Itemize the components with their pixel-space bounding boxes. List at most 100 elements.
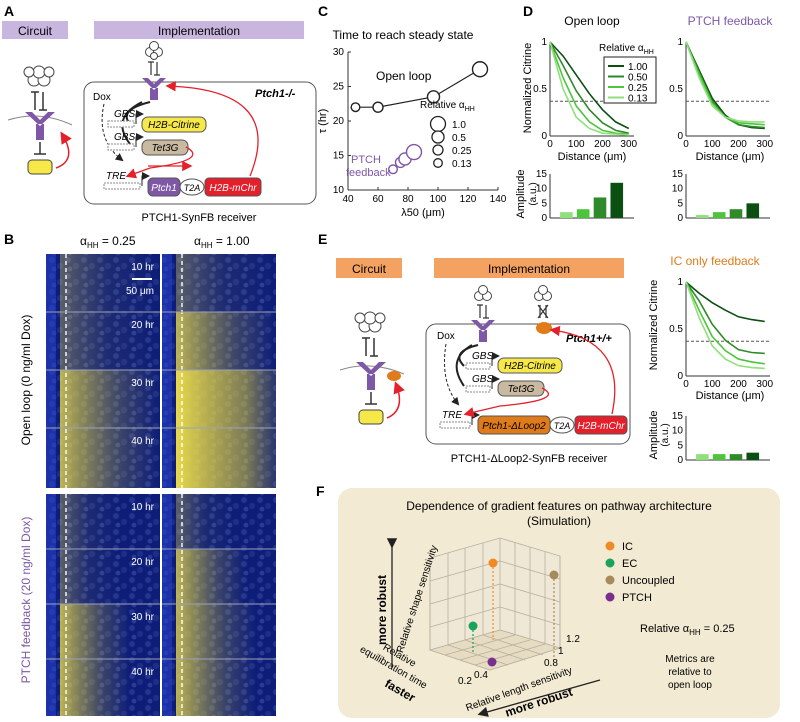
cube-points bbox=[468, 558, 559, 667]
x-axis-label: λ50 (μm) bbox=[401, 207, 445, 219]
col-header-2: αHH = 1.00 bbox=[194, 234, 250, 250]
label-ptch-c-2: feedback bbox=[346, 167, 391, 179]
tick-04: 0.4 bbox=[474, 670, 488, 681]
data-point bbox=[405, 143, 423, 161]
signal-open-100-10 bbox=[176, 254, 276, 312]
bar bbox=[729, 209, 743, 218]
data-point bbox=[426, 90, 441, 104]
scale-bar-label: 50 μm bbox=[126, 286, 154, 297]
ylabel-amp-d2: (a.u.) bbox=[528, 182, 539, 205]
ptch-receptor-icon-a bbox=[25, 112, 55, 140]
ptch-deltaloop-receptor-icon-e bbox=[536, 322, 552, 334]
y-tick-label: 15 bbox=[672, 169, 684, 180]
x-tick-label: 120 bbox=[460, 194, 477, 205]
series-line bbox=[355, 68, 481, 108]
legend-marker bbox=[432, 144, 444, 156]
h2b-mchr-label-e: H2B-mChr bbox=[577, 421, 625, 432]
gbs-label-e2: GBS bbox=[472, 374, 493, 385]
y-tick-label: 0 bbox=[677, 455, 683, 466]
x-tick-label: 140 bbox=[490, 194, 507, 205]
cube-3d bbox=[428, 537, 562, 671]
h2b-citrine-label-e: H2B-Citrine bbox=[504, 361, 556, 372]
x-tick-label: 300 bbox=[756, 139, 773, 150]
ptch-feedback-arrow-a bbox=[165, 81, 259, 177]
inhibition-mark-a3 bbox=[148, 61, 160, 76]
tet3g-label-a: Tet3G bbox=[152, 143, 179, 154]
series-line bbox=[685, 281, 765, 370]
dox-arrow-e bbox=[444, 343, 460, 406]
panel-letter-c: C bbox=[318, 3, 328, 19]
y-tick-label: 20 bbox=[333, 116, 345, 127]
y-tick-label: 10 bbox=[672, 184, 684, 195]
gbs-label-a1: GBS bbox=[114, 109, 135, 120]
legend-label: 0.13 bbox=[452, 159, 472, 170]
citrine-output-icon-e bbox=[358, 409, 384, 425]
tick-1: 1 bbox=[558, 646, 564, 657]
panel-b: B αHH = 0.25 αHH = 1.00 Open loop (0 ng/… bbox=[4, 231, 276, 716]
receiver-label-e: PTCH1-ΔLoop2-SynFB receiver bbox=[451, 453, 608, 465]
legend-marker bbox=[429, 115, 447, 133]
series-line bbox=[685, 41, 765, 126]
signal-ptch-100-20 bbox=[176, 549, 246, 604]
series-line bbox=[549, 41, 630, 130]
ylabel-d: Normalized Citrine bbox=[522, 43, 534, 133]
panel-letter-f: F bbox=[316, 483, 325, 499]
time-label-40: 40 hr bbox=[131, 667, 154, 678]
xlabel-d2: Distance (μm) bbox=[696, 151, 765, 163]
bar bbox=[746, 203, 760, 218]
more-robust-horizontal-arrow bbox=[477, 679, 601, 717]
x-tick-label: 40 bbox=[342, 194, 354, 205]
source-cells-ptch-100 bbox=[162, 494, 172, 716]
cube-point-ec bbox=[468, 621, 478, 631]
note-2: relative to bbox=[668, 667, 712, 678]
label-open-loop-c: Open loop bbox=[376, 69, 432, 83]
inhibition-mark-a2 bbox=[34, 142, 46, 155]
data-point bbox=[471, 61, 489, 78]
time-label-30: 30 hr bbox=[131, 612, 154, 623]
gbs-label-a2: GBS bbox=[114, 132, 135, 143]
ptch-receptor-icon-e bbox=[356, 362, 386, 390]
ylabel-amp-e: Amplitude bbox=[648, 411, 660, 460]
signal-open-025-20 bbox=[60, 312, 160, 370]
ptch-receptor-icon-e2 bbox=[471, 320, 495, 342]
tre-site-e bbox=[439, 421, 471, 429]
legend-label: 0.13 bbox=[628, 94, 648, 105]
y-tick-label: 1 bbox=[677, 277, 683, 288]
x-tick-label: 200 bbox=[594, 139, 611, 150]
series-line bbox=[685, 41, 765, 130]
x-tick-label: 300 bbox=[620, 139, 637, 150]
bar bbox=[610, 182, 624, 218]
alpha-label-f: Relative αHH = 0.25 bbox=[640, 623, 735, 637]
t2a-label-a: T2A bbox=[184, 183, 201, 193]
h2b-citrine-box-e bbox=[497, 357, 563, 374]
hh-ligand-icon-e2 bbox=[474, 285, 492, 301]
series-line bbox=[549, 41, 629, 135]
xlabel-d1: Distance (μm) bbox=[558, 151, 627, 163]
tre-site-a bbox=[103, 182, 141, 190]
legend-marker bbox=[605, 592, 615, 602]
gbs-site-e1 bbox=[465, 362, 491, 370]
cube-point-ic bbox=[488, 558, 498, 568]
implementation-header-e bbox=[434, 258, 624, 278]
legend-label: 1.00 bbox=[628, 62, 648, 73]
gbs-site-a2 bbox=[107, 143, 135, 151]
legend-title-c: Relative αHH bbox=[420, 100, 475, 113]
y-tick-label: 5 bbox=[541, 198, 547, 209]
signal-ptch-100-10 bbox=[176, 494, 236, 549]
chart-e-ic: 0 100 200 300 0 0.5 1 bbox=[669, 277, 773, 390]
y-tick-label: 0 bbox=[677, 371, 683, 382]
source-cells-open-025 bbox=[46, 254, 56, 488]
legend-label: 0.25 bbox=[628, 83, 648, 94]
f-title-2: (Simulation) bbox=[527, 514, 591, 528]
chart-e-ic-amp: 0 5 10 15 bbox=[672, 411, 770, 466]
legend-label: 0.50 bbox=[628, 73, 648, 84]
promoter-arrow-a2 bbox=[135, 133, 144, 147]
implementation-label-a: Implementation bbox=[158, 24, 240, 38]
bar bbox=[729, 454, 743, 460]
inhibition-mark-e bbox=[362, 337, 378, 357]
time-label-20: 20 hr bbox=[131, 320, 154, 331]
x-tick-label: 80 bbox=[402, 194, 414, 205]
legend-label: EC bbox=[622, 558, 637, 570]
dox-label-a: Dox bbox=[93, 92, 111, 103]
